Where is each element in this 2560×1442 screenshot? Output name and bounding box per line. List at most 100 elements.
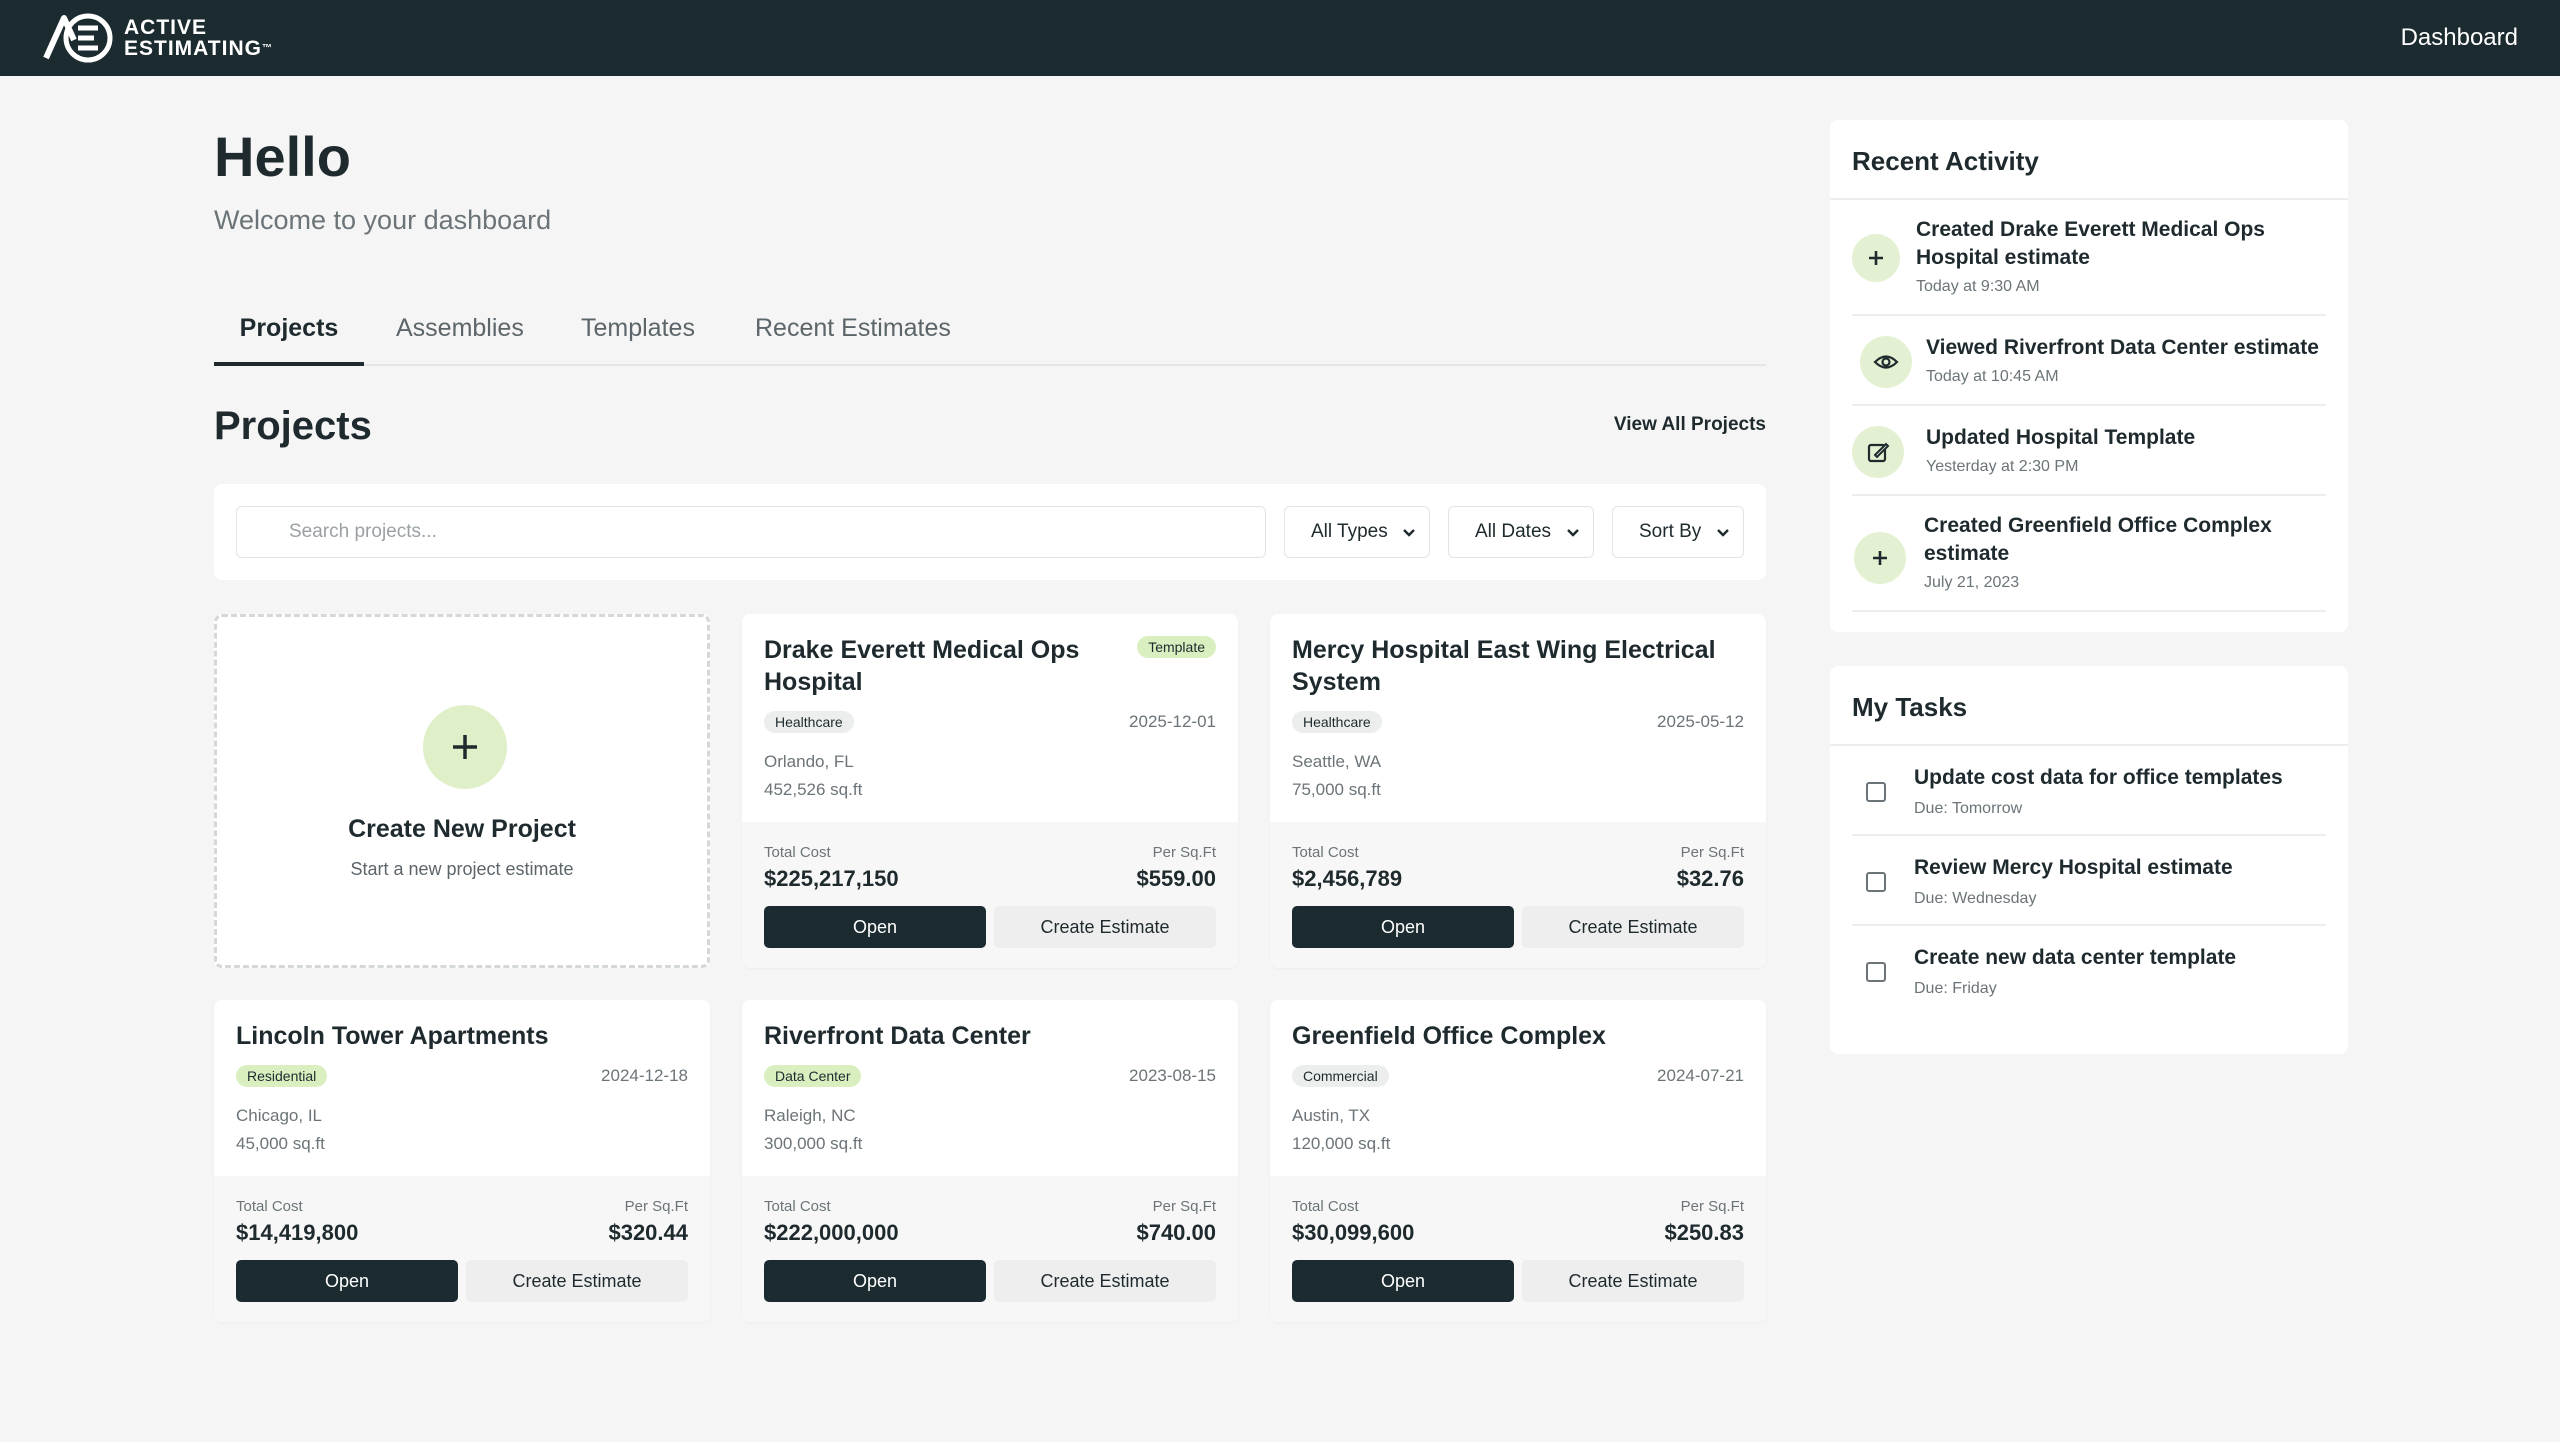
category-badge: Healthcare [764, 711, 854, 733]
date-filter-select[interactable]: All Dates [1448, 506, 1594, 558]
project-card: Drake Everett Medical Ops Hospital Templ… [742, 614, 1238, 968]
activity-item[interactable]: Created Greenfield Office Complex estima… [1852, 496, 2326, 612]
per-sqft-value: $320.44 [608, 1220, 688, 1245]
recent-activity-heading: Recent Activity [1852, 146, 2039, 176]
task-due: Due: Tomorrow [1914, 800, 2023, 817]
task-checkbox[interactable] [1866, 782, 1886, 802]
activity-time: Today at 9:30 AM [1916, 278, 2040, 295]
card-cost-section: Total Cost Per Sq.Ft $222,000,000 $740.0… [742, 1176, 1238, 1322]
type-filter-value: All Types [1311, 521, 1388, 542]
sort-select[interactable]: Sort By [1612, 506, 1744, 558]
create-estimate-button[interactable]: Create Estimate [1522, 906, 1744, 948]
open-button[interactable]: Open [1292, 906, 1514, 948]
activity-item[interactable]: Viewed Riverfront Data Center estimate T… [1852, 316, 2326, 406]
task-title[interactable]: Review Mercy Hospital estimate [1914, 856, 2233, 879]
total-cost-label: Total Cost [764, 1198, 831, 1215]
divider [1830, 198, 2348, 200]
per-sqft-label: Per Sq.Ft [624, 1198, 688, 1215]
view-all-projects-link[interactable]: View All Projects [1613, 414, 1766, 435]
category-badge: Commercial [1292, 1065, 1389, 1087]
total-cost-value: $2,456,789 [1292, 866, 1403, 891]
sort-value: Sort By [1639, 521, 1702, 542]
tab-recent-estimates[interactable]: Recent Estimates [755, 314, 951, 342]
per-sqft-label: Per Sq.Ft [1152, 1198, 1216, 1215]
brand-line-1: ACTIVE [124, 16, 208, 39]
trademark: ™ [261, 43, 273, 54]
plus-icon [423, 705, 507, 789]
per-sqft-label: Per Sq.Ft [1152, 844, 1216, 861]
total-cost-value: $14,419,800 [236, 1220, 359, 1245]
project-location: Chicago, IL [236, 1106, 322, 1125]
project-name[interactable]: Riverfront Data Center [764, 1022, 1031, 1050]
activity-time: July 21, 2023 [1924, 574, 2020, 591]
activity-title: Updated Hospital Template [1926, 426, 2196, 449]
per-sqft-value: $32.76 [1676, 866, 1744, 891]
edit-icon [1852, 426, 1904, 478]
template-badge: Template [1137, 636, 1216, 658]
projects-heading: Projects [214, 404, 372, 448]
project-location: Austin, TX [1292, 1106, 1371, 1125]
task-title[interactable]: Create new data center template [1914, 946, 2237, 969]
project-sqft: 75,000 sq.ft [1292, 780, 1381, 799]
my-tasks-panel: My Tasks Update cost data for office tem… [1830, 666, 2348, 1054]
create-new-project-title: Create New Project [348, 815, 576, 843]
create-estimate-button[interactable]: Create Estimate [994, 1260, 1216, 1302]
total-cost-label: Total Cost [1292, 1198, 1359, 1215]
plus-icon [1852, 234, 1900, 282]
logo-mark-icon [43, 13, 113, 63]
project-location: Raleigh, NC [764, 1106, 856, 1125]
tab-assemblies[interactable]: Assemblies [396, 314, 524, 342]
activity-item[interactable]: Updated Hospital Template Yesterday at 2… [1852, 406, 2326, 496]
project-sqft: 300,000 sq.ft [764, 1134, 863, 1153]
nav-dashboard-link[interactable]: Dashboard [2400, 24, 2518, 51]
brand-logo[interactable]: ACTIVE ESTIMATING™ [42, 12, 273, 64]
project-name[interactable]: Lincoln Tower Apartments [236, 1022, 549, 1050]
search-icon [258, 524, 272, 538]
category-badge: Data Center [764, 1065, 862, 1087]
task-item: Review Mercy Hospital estimate Due: Wedn… [1852, 836, 2326, 926]
card-cost-section: Total Cost Per Sq.Ft $2,456,789 $32.76 O… [1270, 822, 1766, 968]
open-button[interactable]: Open [764, 1260, 986, 1302]
task-due: Due: Friday [1914, 980, 1997, 997]
total-cost-label: Total Cost [236, 1198, 303, 1215]
task-item: Create new data center template Due: Fri… [1852, 926, 2326, 1016]
tab-projects[interactable]: Projects [214, 314, 364, 366]
create-estimate-button[interactable]: Create Estimate [1522, 1260, 1744, 1302]
brand-line-2: ESTIMATING [124, 37, 262, 60]
per-sqft-value: $250.83 [1664, 1220, 1744, 1245]
page-title: Hello [214, 125, 351, 188]
activity-item[interactable]: Created Drake Everett Medical Ops Hospit… [1852, 200, 2326, 316]
main-tabs: Projects Assemblies Templates Recent Est… [214, 296, 1766, 366]
search-placeholder: Search projects... [289, 521, 437, 542]
category-badge: Residential [236, 1065, 328, 1087]
create-estimate-button[interactable]: Create Estimate [994, 906, 1216, 948]
project-name[interactable]: Greenfield Office Complex [1292, 1022, 1606, 1050]
open-button[interactable]: Open [1292, 1260, 1514, 1302]
create-estimate-button[interactable]: Create Estimate [466, 1260, 688, 1302]
chevron-down-icon [1567, 529, 1579, 537]
project-sqft: 120,000 sq.ft [1292, 1134, 1391, 1153]
card-cost-section: Total Cost Per Sq.Ft $225,217,150 $559.0… [742, 822, 1238, 968]
project-location: Seattle, WA [1292, 752, 1382, 771]
filter-bar: Search projects... All Types All Dates S… [214, 484, 1766, 580]
open-button[interactable]: Open [236, 1260, 458, 1302]
category-badge: Healthcare [1292, 711, 1382, 733]
card-cost-section: Total Cost Per Sq.Ft $14,419,800 $320.44… [214, 1176, 710, 1322]
create-new-project-card[interactable]: Create New Project Start a new project e… [214, 614, 710, 968]
my-tasks-heading: My Tasks [1852, 692, 1968, 722]
project-location: Orlando, FL [764, 752, 854, 771]
activity-time: Today at 10:45 AM [1926, 368, 2059, 385]
project-card: Mercy Hospital East Wing Electrical Syst… [1270, 614, 1766, 968]
task-title[interactable]: Update cost data for office templates [1914, 766, 2283, 789]
search-input[interactable]: Search projects... [236, 506, 1266, 558]
type-filter-select[interactable]: All Types [1284, 506, 1430, 558]
tab-templates[interactable]: Templates [581, 314, 695, 342]
task-checkbox[interactable] [1866, 872, 1886, 892]
create-new-project-subtitle: Start a new project estimate [350, 859, 574, 879]
project-name[interactable]: Mercy Hospital East Wing Electrical Syst… [1292, 636, 1716, 696]
eye-icon [1860, 336, 1912, 388]
open-button[interactable]: Open [764, 906, 986, 948]
project-name[interactable]: Drake Everett Medical Ops Hospital [764, 636, 1080, 696]
task-checkbox[interactable] [1866, 962, 1886, 982]
project-date: 2025-05-12 [1657, 712, 1744, 731]
